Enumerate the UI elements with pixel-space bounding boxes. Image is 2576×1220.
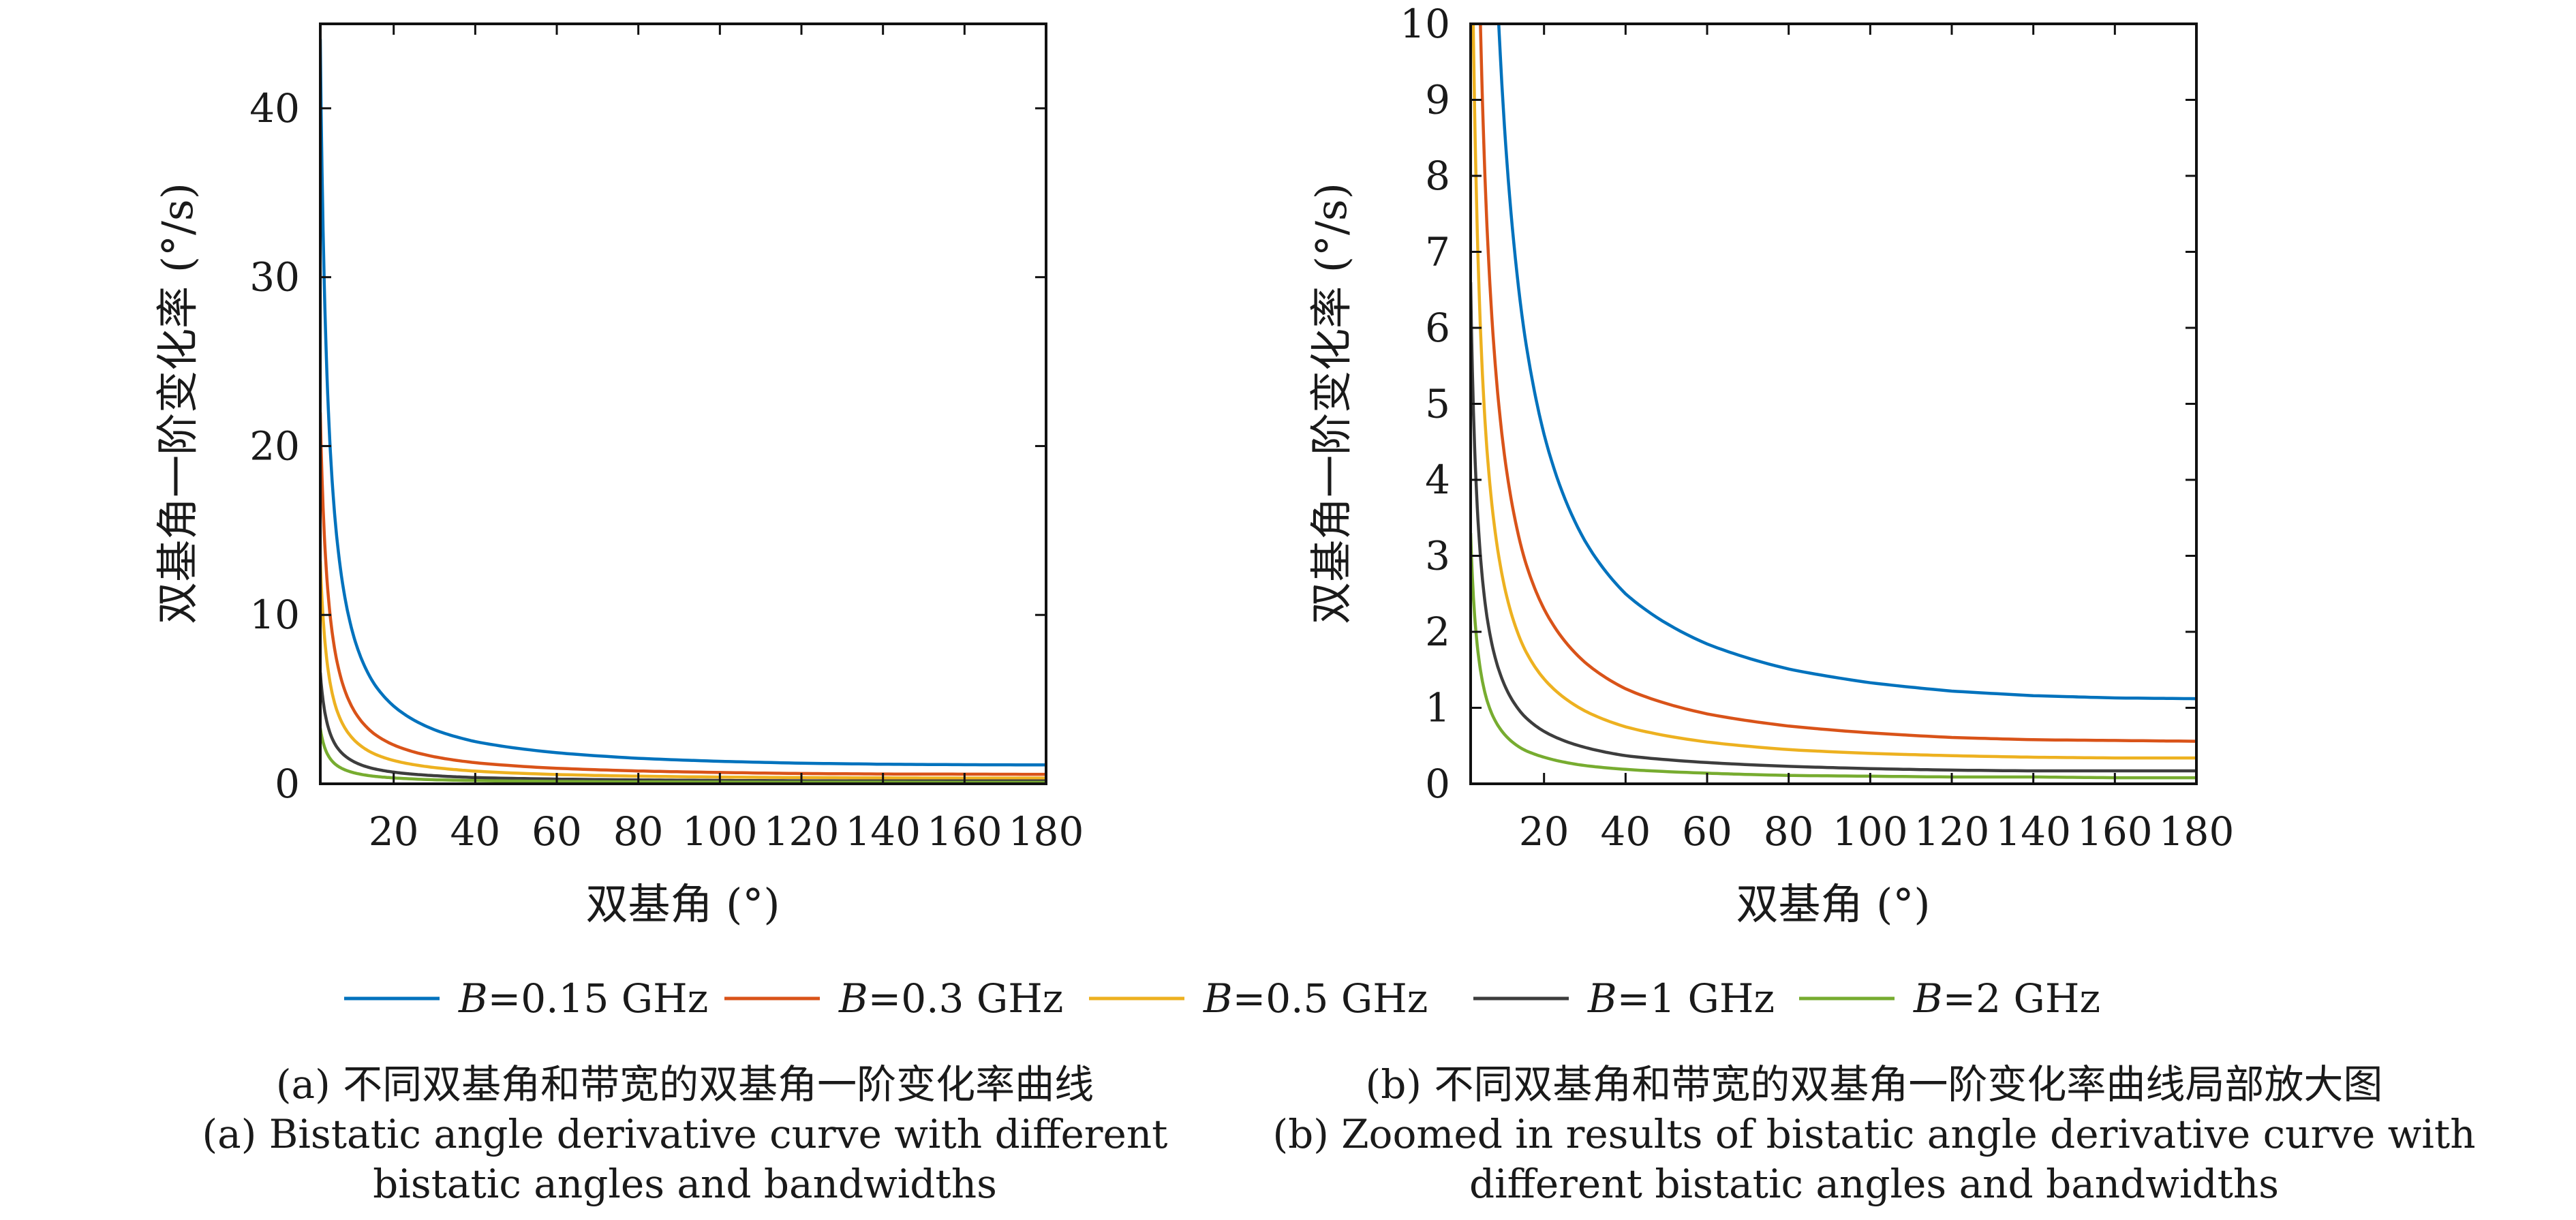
panel-b-x-tick-label-3: 80 <box>1764 808 1814 855</box>
legend-label-value-0: =0.15 GHz <box>488 975 709 1022</box>
legend-label-4: B=2 GHz <box>1913 975 2100 1022</box>
panel-b-y-label: 双基角一阶变化率 (°/s) <box>1306 183 1356 624</box>
panel-b-series-line-2 <box>1471 24 2196 760</box>
panel-b-y-tick-label-1: 1 <box>1425 685 1450 731</box>
panel-a-frame <box>319 22 1047 785</box>
panel-b-y-tick-label-3: 3 <box>1425 533 1450 579</box>
panel-b-x-tick-label-1: 40 <box>1600 808 1651 855</box>
panel-a-x-tick-label-1: 40 <box>450 808 500 855</box>
panel-a-ticks: 20 40 60 80 100 120 140 160 180 0 10 20 30 40 <box>249 24 1084 855</box>
panel-a-x-tick-label-8: 180 <box>1009 808 1084 855</box>
legend-label-1: B=0.3 GHz <box>838 975 1063 1022</box>
legend-label-var-3: B <box>1587 975 1617 1022</box>
panel-a-x-tick-label-6: 140 <box>845 808 921 855</box>
caption-b-en-line2: different bistatic angles and bandwidths <box>1469 1161 2280 1207</box>
panel-b: 20 40 60 80 100 120 140 160 180 0 1 2 3 4 5 6 7 8 9 10 双基角 … <box>1306 1 2234 929</box>
legend-label-value-2: =0.5 GHz <box>1233 975 1428 1022</box>
panel-b-y-tick-label-6: 6 <box>1425 305 1450 351</box>
panel-a-x-tick-label-4: 100 <box>682 808 758 855</box>
panel-a-series-line-2 <box>320 560 1046 780</box>
panel-a-series-line-0 <box>320 39 1046 767</box>
panel-a-x-label: 双基角 (°) <box>585 879 780 929</box>
panel-a-y-label: 双基角一阶变化率 (°/s) <box>153 183 202 624</box>
panel-a-y-tick-label-3: 30 <box>249 254 300 301</box>
legend-label-3: B=1 GHz <box>1587 975 1775 1022</box>
caption-a-en-line1: (a) Bistatic angle derivative curve with… <box>202 1111 1168 1157</box>
panel-a-curves <box>320 39 1046 784</box>
legend-label-var-4: B <box>1913 975 1943 1022</box>
panel-a-x-tick-label-0: 20 <box>369 808 419 855</box>
panel-b-y-tick-label-5: 5 <box>1425 381 1450 427</box>
panel-b-series-line-0 <box>1497 24 2196 701</box>
panel-a: 20 40 60 80 100 120 140 160 180 0 10 20 30 40 双基角 (°)… <box>153 22 1084 929</box>
panel-b-y-tick-label-8: 8 <box>1425 153 1450 199</box>
panel-b-series-line-4 <box>1471 533 2196 780</box>
caption-b-en-line1: (b) Zoomed in results of bistatic angle … <box>1272 1111 2476 1157</box>
panel-a-x-tick-label-3: 80 <box>613 808 664 855</box>
caption-b-cn: (b) 不同双基角和带宽的双基角一阶变化率曲线局部放大图 <box>1365 1061 2383 1108</box>
caption-a-cn: (a) 不同双基角和带宽的双基角一阶变化率曲线 <box>275 1061 1094 1108</box>
legend: B=0.15 GHz B=0.3 GHz B=0.5 GHz B=1 GHz B=2 G… <box>344 975 2100 1022</box>
legend-label-value-3: =1 GHz <box>1617 975 1775 1022</box>
legend-label-2: B=0.5 GHz <box>1203 975 1428 1022</box>
panel-b-curves <box>1471 24 2196 780</box>
legend-label-value-4: =2 GHz <box>1943 975 2100 1022</box>
panel-b-series-line-1 <box>1479 24 2196 743</box>
legend-label-var-1: B <box>838 975 868 1022</box>
panel-a-y-tick-label-0: 0 <box>275 761 300 807</box>
panel-a-series-line-1 <box>320 412 1046 776</box>
legend-label-var-2: B <box>1203 975 1233 1022</box>
panel-b-series-line-3 <box>1471 282 2196 773</box>
panel-b-y-tick-label-7: 7 <box>1425 229 1450 275</box>
caption-a: (a) 不同双基角和带宽的双基角一阶变化率曲线 (a) Bistatic ang… <box>157 1060 1213 1209</box>
panel-a-y-tick-label-4: 40 <box>249 85 300 132</box>
legend-label-0: B=0.15 GHz <box>458 975 708 1022</box>
panel-b-x-tick-label-8: 180 <box>2159 808 2235 855</box>
panel-b-x-label: 双基角 (°) <box>1736 879 1930 929</box>
panel-b-x-tick-label-0: 20 <box>1519 808 1569 855</box>
panel-a-y-tick-label-1: 10 <box>249 592 300 638</box>
caption-b: (b) 不同双基角和带宽的双基角一阶变化率曲线局部放大图 (b) Zoomed … <box>1206 1060 2542 1209</box>
panel-a-y-tick-label-2: 20 <box>249 423 300 469</box>
panel-a-x-tick-label-7: 160 <box>927 808 1002 855</box>
panel-b-x-tick-label-5: 120 <box>1914 808 1990 855</box>
panel-b-y-tick-label-2: 2 <box>1425 609 1450 655</box>
legend-label-var-0: B <box>458 975 488 1022</box>
panel-b-x-tick-label-2: 60 <box>1682 808 1732 855</box>
legend-label-value-1: =0.3 GHz <box>868 975 1064 1022</box>
panel-b-y-tick-label-10: 10 <box>1400 1 1450 47</box>
caption-a-en-line2: bistatic angles and bandwidths <box>373 1161 997 1207</box>
panel-b-frame <box>1469 22 2198 785</box>
panel-a-x-tick-label-5: 120 <box>764 808 840 855</box>
panel-b-y-tick-label-4: 4 <box>1425 457 1450 503</box>
panel-b-x-tick-label-6: 140 <box>1995 808 2071 855</box>
panel-b-x-tick-label-7: 160 <box>2077 808 2153 855</box>
panel-a-x-tick-label-2: 60 <box>532 808 582 855</box>
panel-b-y-tick-label-9: 9 <box>1425 77 1450 123</box>
panel-b-x-tick-label-4: 100 <box>1833 808 1908 855</box>
panel-b-y-tick-label-0: 0 <box>1425 761 1450 807</box>
panel-b-ticks: 20 40 60 80 100 120 140 160 180 0 1 2 3 4 5 6 7 8 9 10 <box>1400 1 2234 855</box>
